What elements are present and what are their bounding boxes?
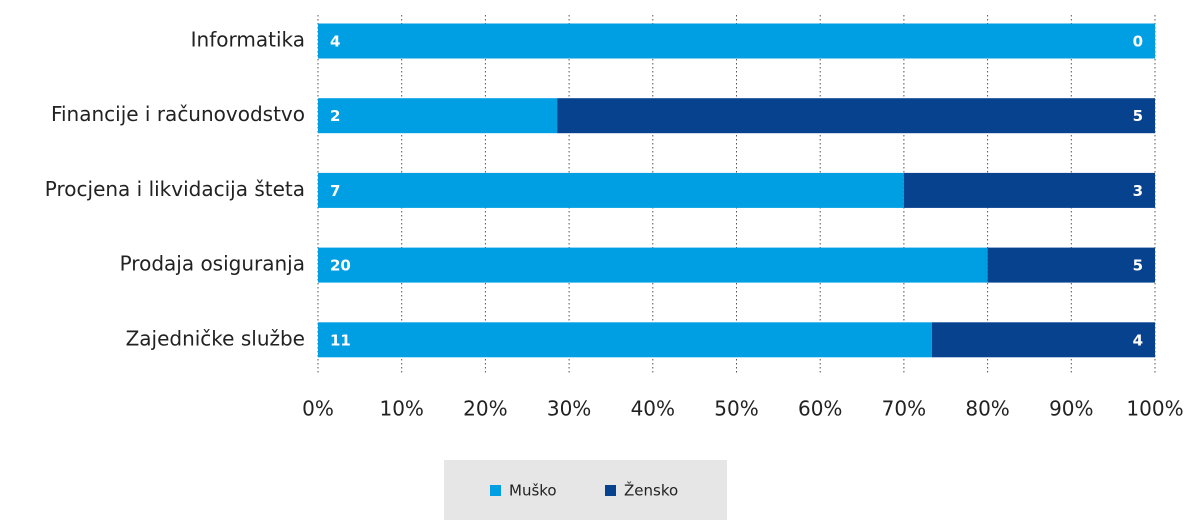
- x-tick-label: 10%: [379, 397, 423, 421]
- legend-box: [444, 460, 727, 520]
- x-tick-label: 50%: [714, 397, 758, 421]
- legend-label: Žensko: [624, 481, 678, 500]
- legend-swatch: [490, 485, 501, 496]
- x-tick-label: 80%: [965, 397, 1009, 421]
- category-label: Zajedničke službe: [126, 326, 305, 350]
- x-tick-label: 30%: [547, 397, 591, 421]
- bar-segment: [931, 322, 1155, 358]
- value-label: 5: [1133, 107, 1143, 125]
- bar-segment: [987, 247, 1155, 283]
- value-label: 11: [330, 331, 351, 349]
- bar-segment: [318, 98, 558, 134]
- legend-swatch: [605, 485, 616, 496]
- x-tick-label: 60%: [798, 397, 842, 421]
- bar-segment: [318, 23, 1155, 59]
- bar-segment: [903, 172, 1155, 208]
- value-label: 4: [330, 33, 340, 51]
- value-label: 7: [330, 182, 340, 200]
- bar-segment: [318, 172, 904, 208]
- category-label: Procjena i likvidacija šteta: [45, 177, 305, 201]
- x-tick-label: 40%: [631, 397, 675, 421]
- x-tick-label: 20%: [463, 397, 507, 421]
- value-label: 2: [330, 107, 340, 125]
- x-tick-label: 90%: [1049, 397, 1093, 421]
- value-label: 5: [1133, 257, 1143, 275]
- category-label: Prodaja osiguranja: [120, 252, 305, 276]
- bar-segment: [557, 98, 1155, 134]
- bar-segment: [318, 322, 932, 358]
- value-label: 3: [1133, 182, 1143, 200]
- legend-label: Muško: [509, 482, 557, 500]
- x-tick-label: 70%: [882, 397, 926, 421]
- x-tick-label: 0%: [302, 397, 334, 421]
- bar-segment: [318, 247, 988, 283]
- value-label: 4: [1133, 331, 1143, 349]
- category-label: Informatika: [191, 28, 305, 52]
- value-label: 20: [330, 257, 351, 275]
- x-tick-label: 100%: [1126, 397, 1183, 421]
- category-label: Financije i računovodstvo: [51, 102, 305, 126]
- value-label: 0: [1133, 33, 1143, 51]
